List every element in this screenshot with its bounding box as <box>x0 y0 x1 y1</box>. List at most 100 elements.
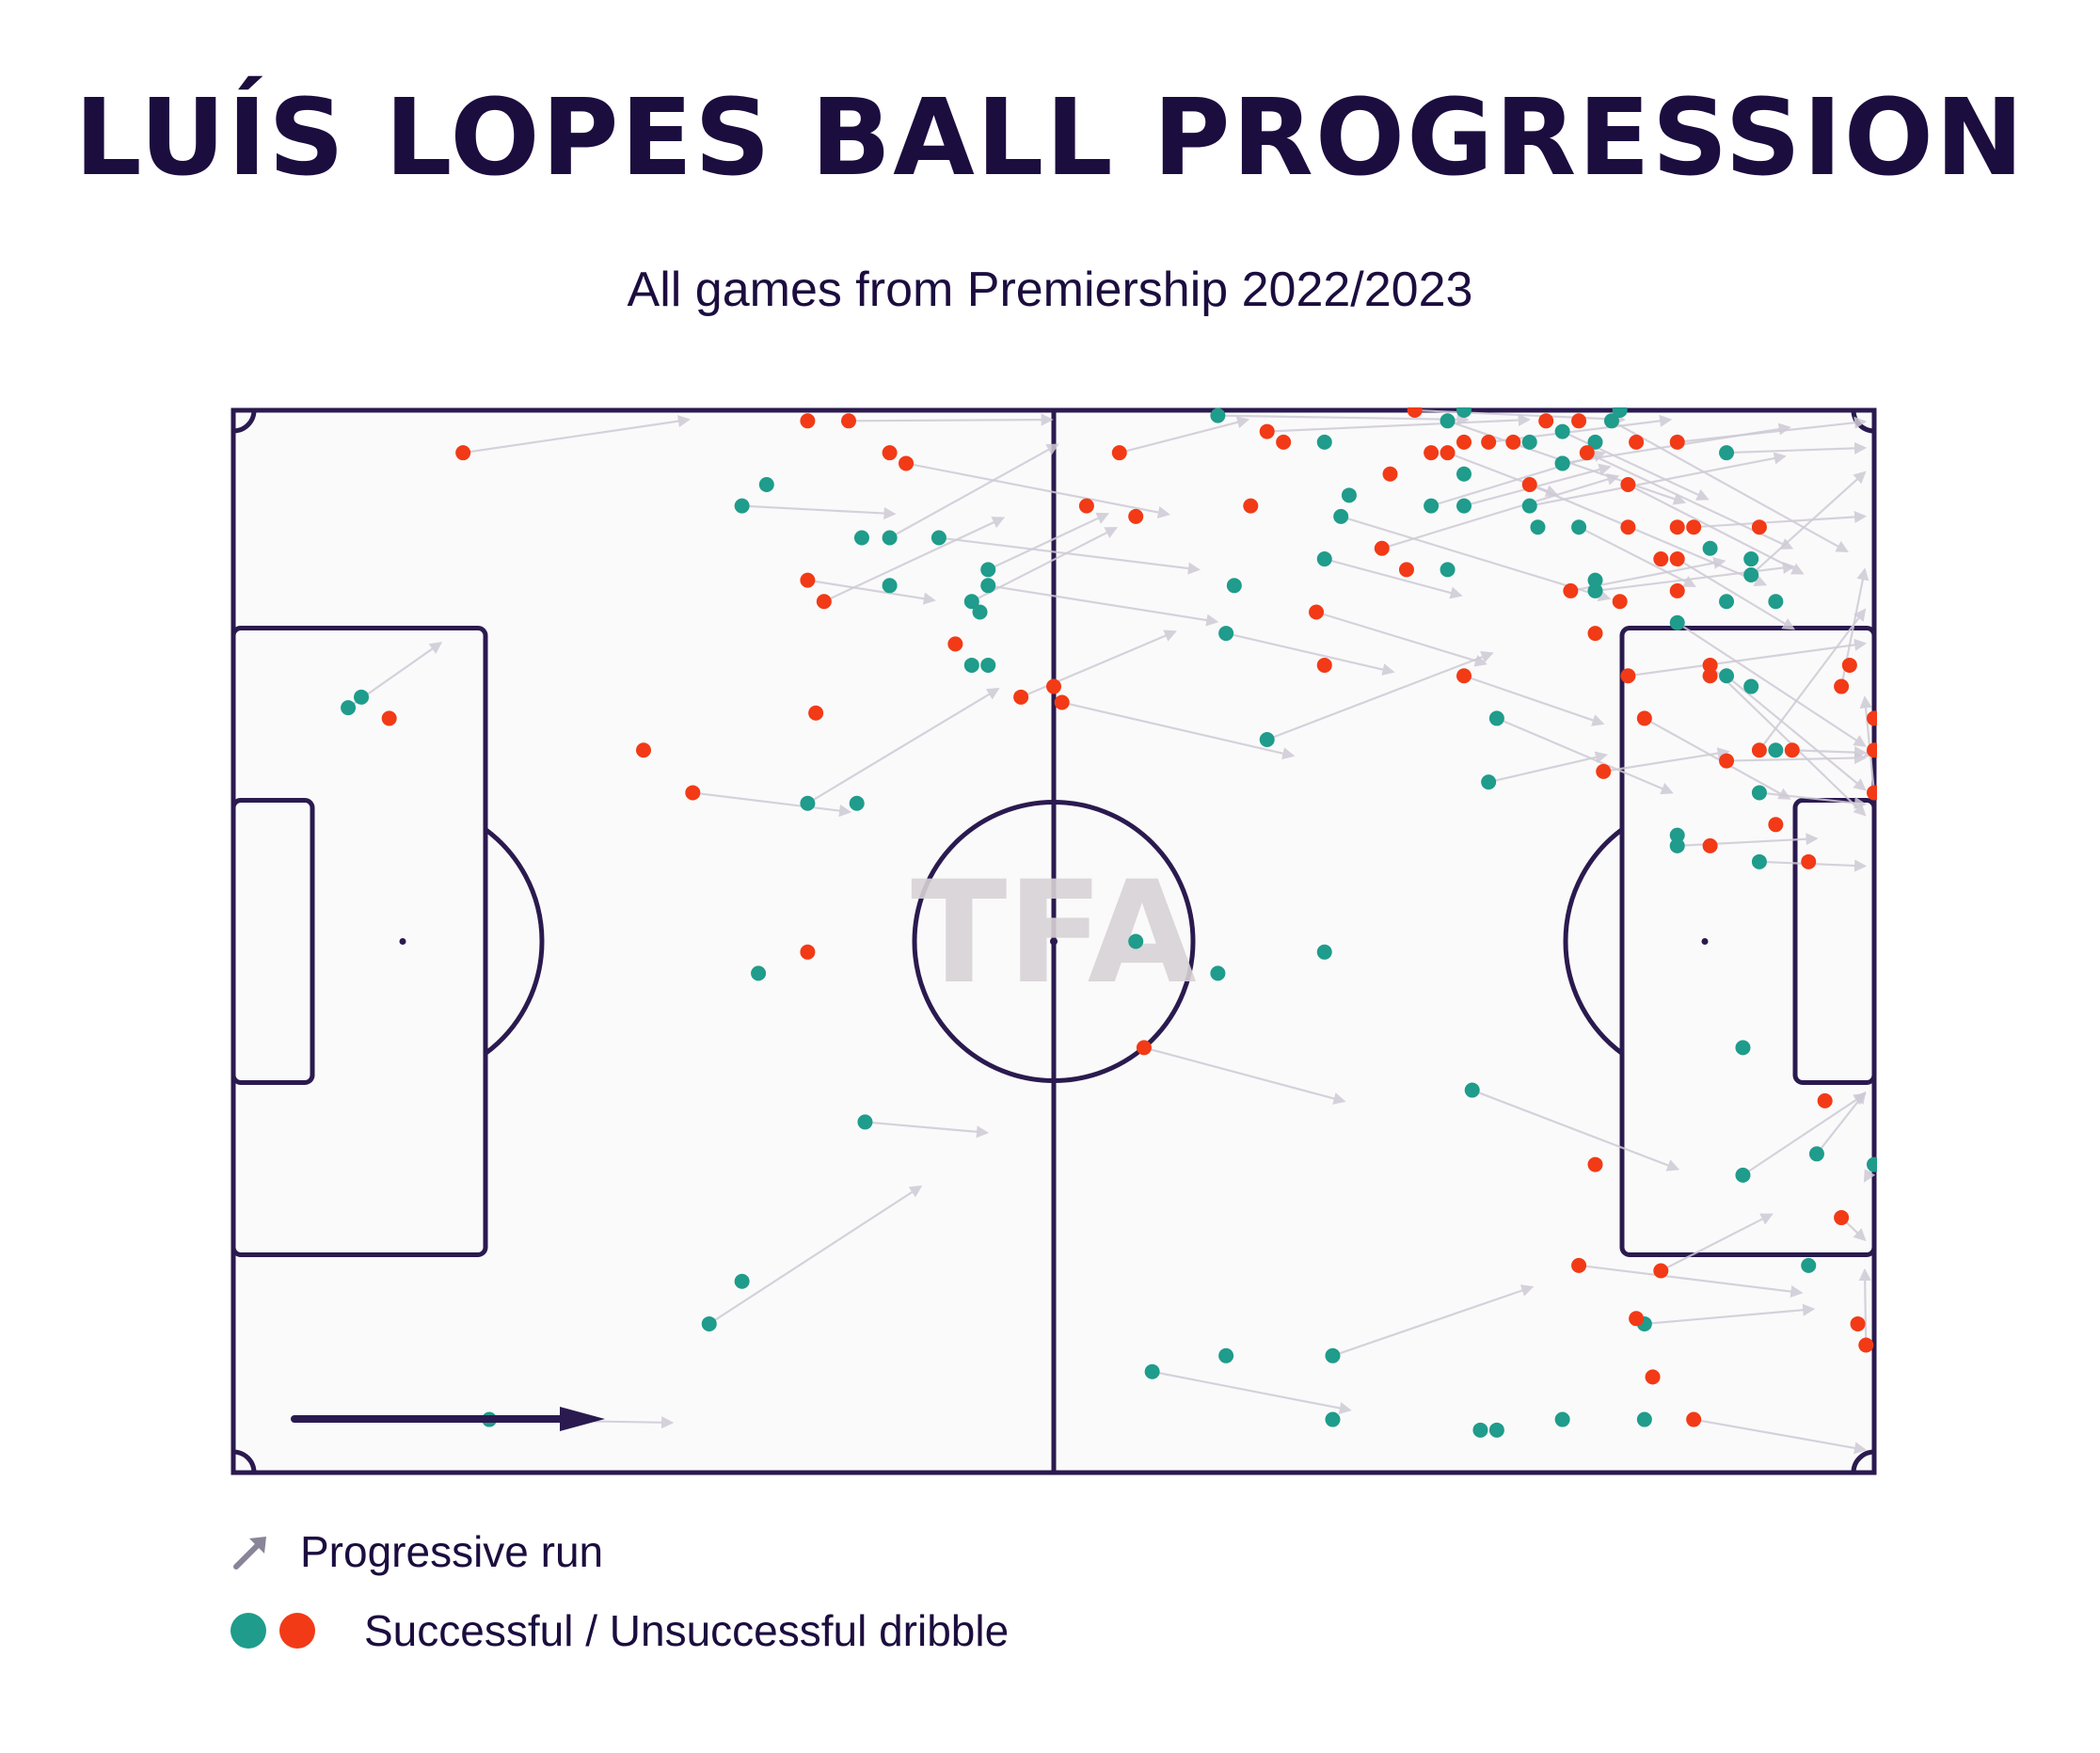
unsuccessful-dribble-point <box>1653 551 1669 567</box>
progressive-run-arrow <box>1562 430 1710 501</box>
successful-dribble-point <box>1743 678 1759 694</box>
progressive-run-arrow <box>1858 1267 1871 1346</box>
progressive-run-arrow <box>905 462 1170 519</box>
attack-direction <box>291 1407 605 1431</box>
successful-dribble-point <box>1259 731 1275 747</box>
unsuccessful-dribble-point <box>1629 1311 1645 1327</box>
unsuccessful-dribble-point <box>1850 1315 1866 1331</box>
progressive-run-arrow <box>1217 413 1470 426</box>
progressive-run-arrow <box>1628 638 1868 677</box>
unsuccessful-dribble-point <box>1653 1263 1669 1279</box>
unsuccessful-dribble-point <box>1702 668 1718 684</box>
successful-dribble-point <box>1669 614 1685 630</box>
progressive-run-arrow <box>988 584 1219 627</box>
successful-dribble-point <box>1333 508 1349 524</box>
successful-dribble-point <box>931 530 947 546</box>
unsuccessful-dribble-point <box>1398 562 1414 578</box>
successful-dribble-point <box>1702 540 1718 556</box>
unsuccessful-dribble-point <box>455 445 471 461</box>
progressive-run-arrow <box>1119 416 1250 454</box>
progressive-run-arrow <box>1595 561 1796 593</box>
unsuccessful-dribble-icon <box>279 1613 315 1649</box>
successful-dribble-point <box>751 965 767 981</box>
successful-dribble-point <box>1521 434 1537 450</box>
unsuccessful-dribble-point <box>1719 753 1735 769</box>
unsuccessful-dribble-point <box>1629 434 1645 450</box>
centre-spot <box>1050 937 1058 946</box>
unsuccessful-dribble-point <box>1579 445 1595 461</box>
unsuccessful-dribble-point <box>1538 413 1554 429</box>
successful-dribble-icon <box>231 1613 266 1649</box>
successful-dribble-point <box>882 530 898 546</box>
successful-dribble-point <box>1488 710 1504 726</box>
successful-dribble-point <box>1603 413 1619 429</box>
successful-dribble-point <box>1481 774 1497 790</box>
progressive-run-arrow <box>889 443 1059 539</box>
progressive-run-arrow <box>1529 452 1787 507</box>
unsuccessful-dribble-point <box>1669 582 1685 598</box>
progressive-run-arrow <box>807 579 936 605</box>
unsuccessful-dribble-point <box>1636 710 1652 726</box>
progressive-run-arrow <box>1496 717 1674 795</box>
unsuccessful-dribble-point <box>1243 498 1259 514</box>
unsuccessful-dribble-point <box>1596 763 1612 779</box>
progressive-run-arrow <box>1816 1091 1867 1155</box>
unsuccessful-dribble-point <box>1505 434 1521 450</box>
dribble-points <box>341 407 1877 1438</box>
successful-dribble-point <box>1867 1156 1877 1172</box>
unsuccessful-dribble-point <box>1751 742 1767 758</box>
legend-dribbles: Successful / Unsuccessful dribble <box>231 1605 1009 1656</box>
legend-runs: Progressive run <box>231 1526 603 1577</box>
successful-dribble-point <box>1218 626 1234 642</box>
successful-dribble-point <box>1554 1411 1570 1427</box>
successful-dribble-point <box>1456 407 1472 418</box>
unsuccessful-dribble-point <box>1571 1257 1587 1273</box>
unsuccessful-dribble-point <box>1128 508 1144 524</box>
successful-dribble-point <box>1743 551 1759 567</box>
progressive-run-arrow <box>1644 1303 1816 1326</box>
successful-dribble-point <box>1464 1082 1480 1098</box>
chart-subtitle: All games from Premiership 2022/2023 <box>627 263 1473 317</box>
unsuccessful-dribble-point <box>1316 657 1332 673</box>
progressive-run-arrow <box>848 413 1054 426</box>
successful-dribble-point <box>1735 1040 1751 1056</box>
successful-dribble-point <box>963 657 979 673</box>
progressive-run-arrow <box>1332 1284 1535 1357</box>
successful-dribble-point <box>701 1315 717 1331</box>
unsuccessful-dribble-point <box>1834 678 1850 694</box>
unsuccessful-dribble-point <box>1669 519 1685 535</box>
successful-dribble-point <box>1144 1363 1160 1379</box>
unsuccessful-dribble-point <box>1481 434 1497 450</box>
progressive-run-arrow <box>938 536 1201 575</box>
progressive-run-arrow <box>741 504 897 520</box>
successful-dribble-point <box>1554 423 1570 439</box>
unsuccessful-dribble-point <box>1521 477 1537 493</box>
successful-dribble-point <box>1128 933 1144 949</box>
progressive-run-arrow <box>1578 526 1696 587</box>
successful-dribble-point <box>1554 455 1570 471</box>
successful-dribble-point <box>800 795 816 811</box>
progressive-run-arrow <box>1472 1089 1680 1171</box>
progressive-run-arrow <box>1644 717 1791 800</box>
successful-dribble-point <box>1612 407 1628 418</box>
unsuccessful-dribble-point <box>1867 710 1877 726</box>
unsuccessful-dribble-point <box>1645 1369 1661 1385</box>
right-penalty-spot <box>1701 938 1709 945</box>
legend-dribbles-label: Successful / Unsuccessful dribble <box>364 1606 1010 1655</box>
unsuccessful-dribble-point <box>1309 604 1325 620</box>
corner-arc <box>232 409 257 434</box>
successful-dribble-point <box>1521 498 1537 514</box>
successful-dribble-point <box>1587 434 1603 450</box>
successful-dribble-point <box>1316 551 1332 567</box>
successful-dribble-point <box>1210 407 1226 423</box>
direction-arrow-head <box>560 1407 605 1431</box>
progressive-run-arrow <box>1266 413 1531 433</box>
unsuccessful-dribble-point <box>1587 1156 1603 1172</box>
progressive-run-arrow <box>1414 408 1627 426</box>
progressive-run-arrow <box>1463 675 1605 726</box>
successful-dribble-point <box>1743 566 1759 582</box>
successful-dribble-point <box>1530 519 1546 535</box>
unsuccessful-dribble-point <box>1587 626 1603 642</box>
successful-dribble-point <box>1341 487 1357 503</box>
successful-dribble-point <box>1456 466 1472 482</box>
